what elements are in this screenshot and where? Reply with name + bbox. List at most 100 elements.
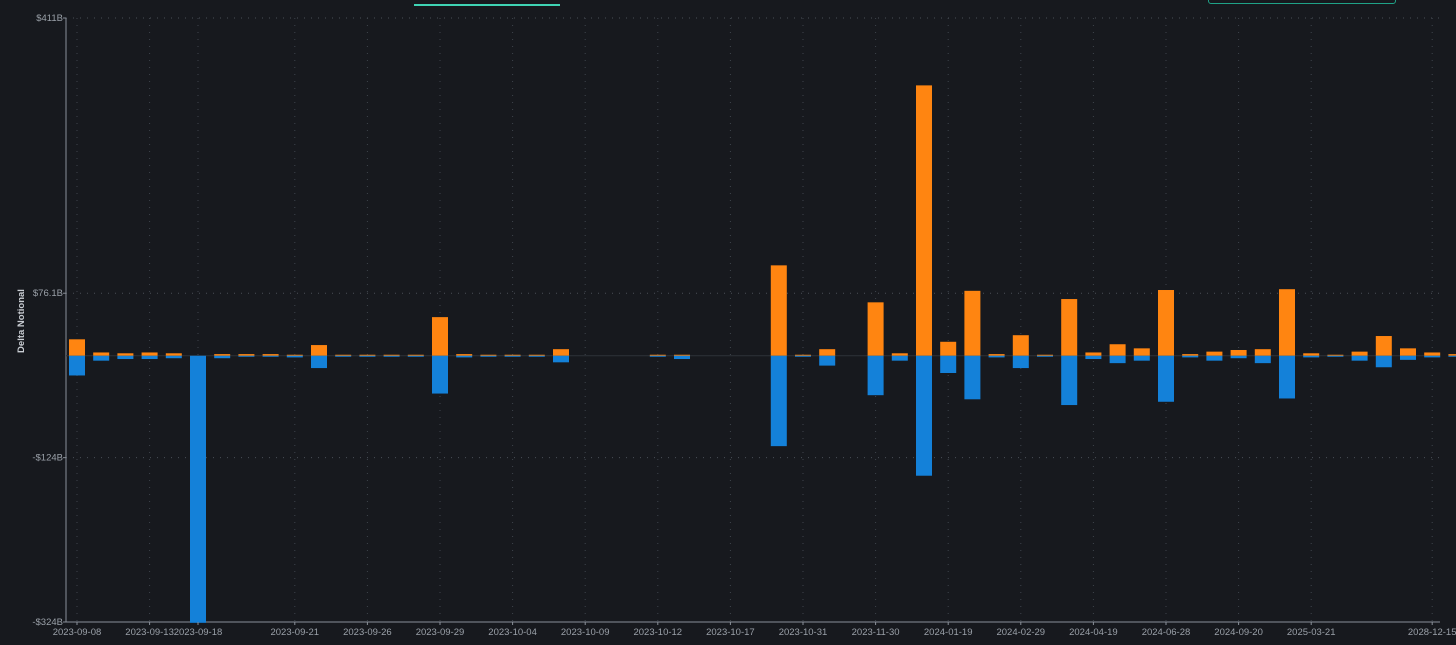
bar-negative-53[interactable] [1351,355,1368,361]
bar-positive-49[interactable] [1254,349,1271,356]
bar-negative-13[interactable] [383,355,400,357]
bar-negative-37[interactable] [964,355,981,400]
bar-negative-55[interactable] [1400,355,1416,360]
bar-negative-57[interactable] [1448,355,1456,357]
bar-negative-42[interactable] [1085,355,1102,360]
bar-negative-43[interactable] [1109,355,1126,364]
bar-positive-41[interactable] [1061,299,1078,356]
bar-negative-17[interactable] [480,355,497,357]
bar-positive-53[interactable] [1351,351,1368,356]
bar-positive-10[interactable] [311,345,327,356]
bar-positive-25[interactable] [674,354,690,356]
bar-positive-12[interactable] [359,354,376,356]
bar-negative-34[interactable] [891,355,908,361]
bar-negative-16[interactable] [456,355,473,358]
bar-negative-29[interactable] [770,355,787,447]
bar-positive-50[interactable] [1279,289,1295,356]
bar-positive-17[interactable] [480,354,497,356]
bar-negative-56[interactable] [1424,355,1441,358]
bar-positive-19[interactable] [528,354,545,356]
bar-negative-4[interactable] [165,355,182,359]
bar-positive-20[interactable] [553,349,569,356]
bar-positive-16[interactable] [456,354,473,356]
bar-positive-29[interactable] [770,265,787,356]
bar-negative-24[interactable] [649,355,666,357]
bar-negative-14[interactable] [407,355,424,357]
bar-negative-54[interactable] [1375,355,1392,368]
bar-negative-39[interactable] [1012,355,1029,369]
bar-negative-33[interactable] [867,355,884,396]
bar-positive-37[interactable] [964,290,981,356]
bar-positive-56[interactable] [1424,352,1441,356]
bar-negative-50[interactable] [1279,355,1295,399]
bar-negative-51[interactable] [1303,355,1320,358]
bar-negative-46[interactable] [1182,355,1199,358]
bar-negative-0[interactable] [69,355,85,376]
bar-negative-40[interactable] [1037,355,1053,357]
bar-negative-47[interactable] [1206,355,1223,361]
bar-positive-18[interactable] [504,354,521,356]
bar-positive-39[interactable] [1012,335,1029,356]
bar-positive-44[interactable] [1133,348,1150,356]
bar-positive-4[interactable] [165,353,182,356]
bar-positive-14[interactable] [407,354,424,356]
bar-positive-51[interactable] [1303,353,1320,356]
bar-negative-8[interactable] [262,355,279,357]
bar-negative-35[interactable] [916,355,932,476]
bar-negative-3[interactable] [141,355,158,360]
bar-positive-54[interactable] [1375,336,1392,356]
bar-positive-52[interactable] [1327,354,1344,356]
bar-positive-42[interactable] [1085,352,1102,356]
bar-negative-52[interactable] [1327,355,1344,357]
bar-positive-15[interactable] [432,317,448,356]
bar-positive-40[interactable] [1037,354,1053,356]
bar-negative-19[interactable] [528,355,545,357]
bar-negative-41[interactable] [1061,355,1078,406]
bar-negative-48[interactable] [1230,355,1247,359]
bar-positive-43[interactable] [1109,344,1126,356]
bar-positive-8[interactable] [262,354,279,356]
bar-positive-24[interactable] [649,354,666,356]
bar-positive-11[interactable] [335,354,352,356]
bar-positive-13[interactable] [383,354,400,356]
bar-negative-2[interactable] [117,355,134,360]
bar-negative-31[interactable] [819,355,836,366]
bar-negative-12[interactable] [359,355,376,357]
bar-positive-34[interactable] [891,353,908,356]
bar-positive-2[interactable] [117,353,134,356]
bar-positive-1[interactable] [93,352,110,356]
bar-negative-45[interactable] [1158,355,1174,402]
bar-negative-18[interactable] [504,355,521,357]
bar-negative-11[interactable] [335,355,352,357]
bar-positive-55[interactable] [1400,348,1416,356]
bar-negative-5[interactable] [190,355,206,623]
bar-positive-48[interactable] [1230,349,1247,356]
bar-negative-49[interactable] [1254,355,1271,364]
bar-positive-6[interactable] [214,354,231,356]
bar-negative-15[interactable] [432,355,448,394]
bar-positive-3[interactable] [141,352,158,356]
bar-negative-1[interactable] [93,355,110,361]
bar-negative-25[interactable] [674,355,690,360]
bar-positive-46[interactable] [1182,354,1199,356]
bar-positive-30[interactable] [795,354,811,356]
bar-positive-35[interactable] [916,85,932,356]
bar-positive-47[interactable] [1206,351,1223,356]
bar-negative-10[interactable] [311,355,327,369]
bar-negative-38[interactable] [988,355,1005,358]
bar-positive-45[interactable] [1158,290,1174,356]
bar-positive-57[interactable] [1448,354,1456,356]
bar-negative-36[interactable] [940,355,957,374]
bar-negative-9[interactable] [286,355,303,358]
bar-negative-44[interactable] [1133,355,1150,361]
toolbar-button[interactable] [1208,0,1396,4]
bar-positive-33[interactable] [867,302,884,356]
bar-negative-6[interactable] [214,355,231,359]
bar-positive-7[interactable] [238,354,255,356]
bar-positive-0[interactable] [69,339,85,356]
bar-positive-31[interactable] [819,349,836,356]
active-tab-indicator[interactable] [414,4,560,6]
bar-negative-30[interactable] [795,355,811,357]
bar-positive-38[interactable] [988,354,1005,356]
bar-negative-20[interactable] [553,355,569,363]
